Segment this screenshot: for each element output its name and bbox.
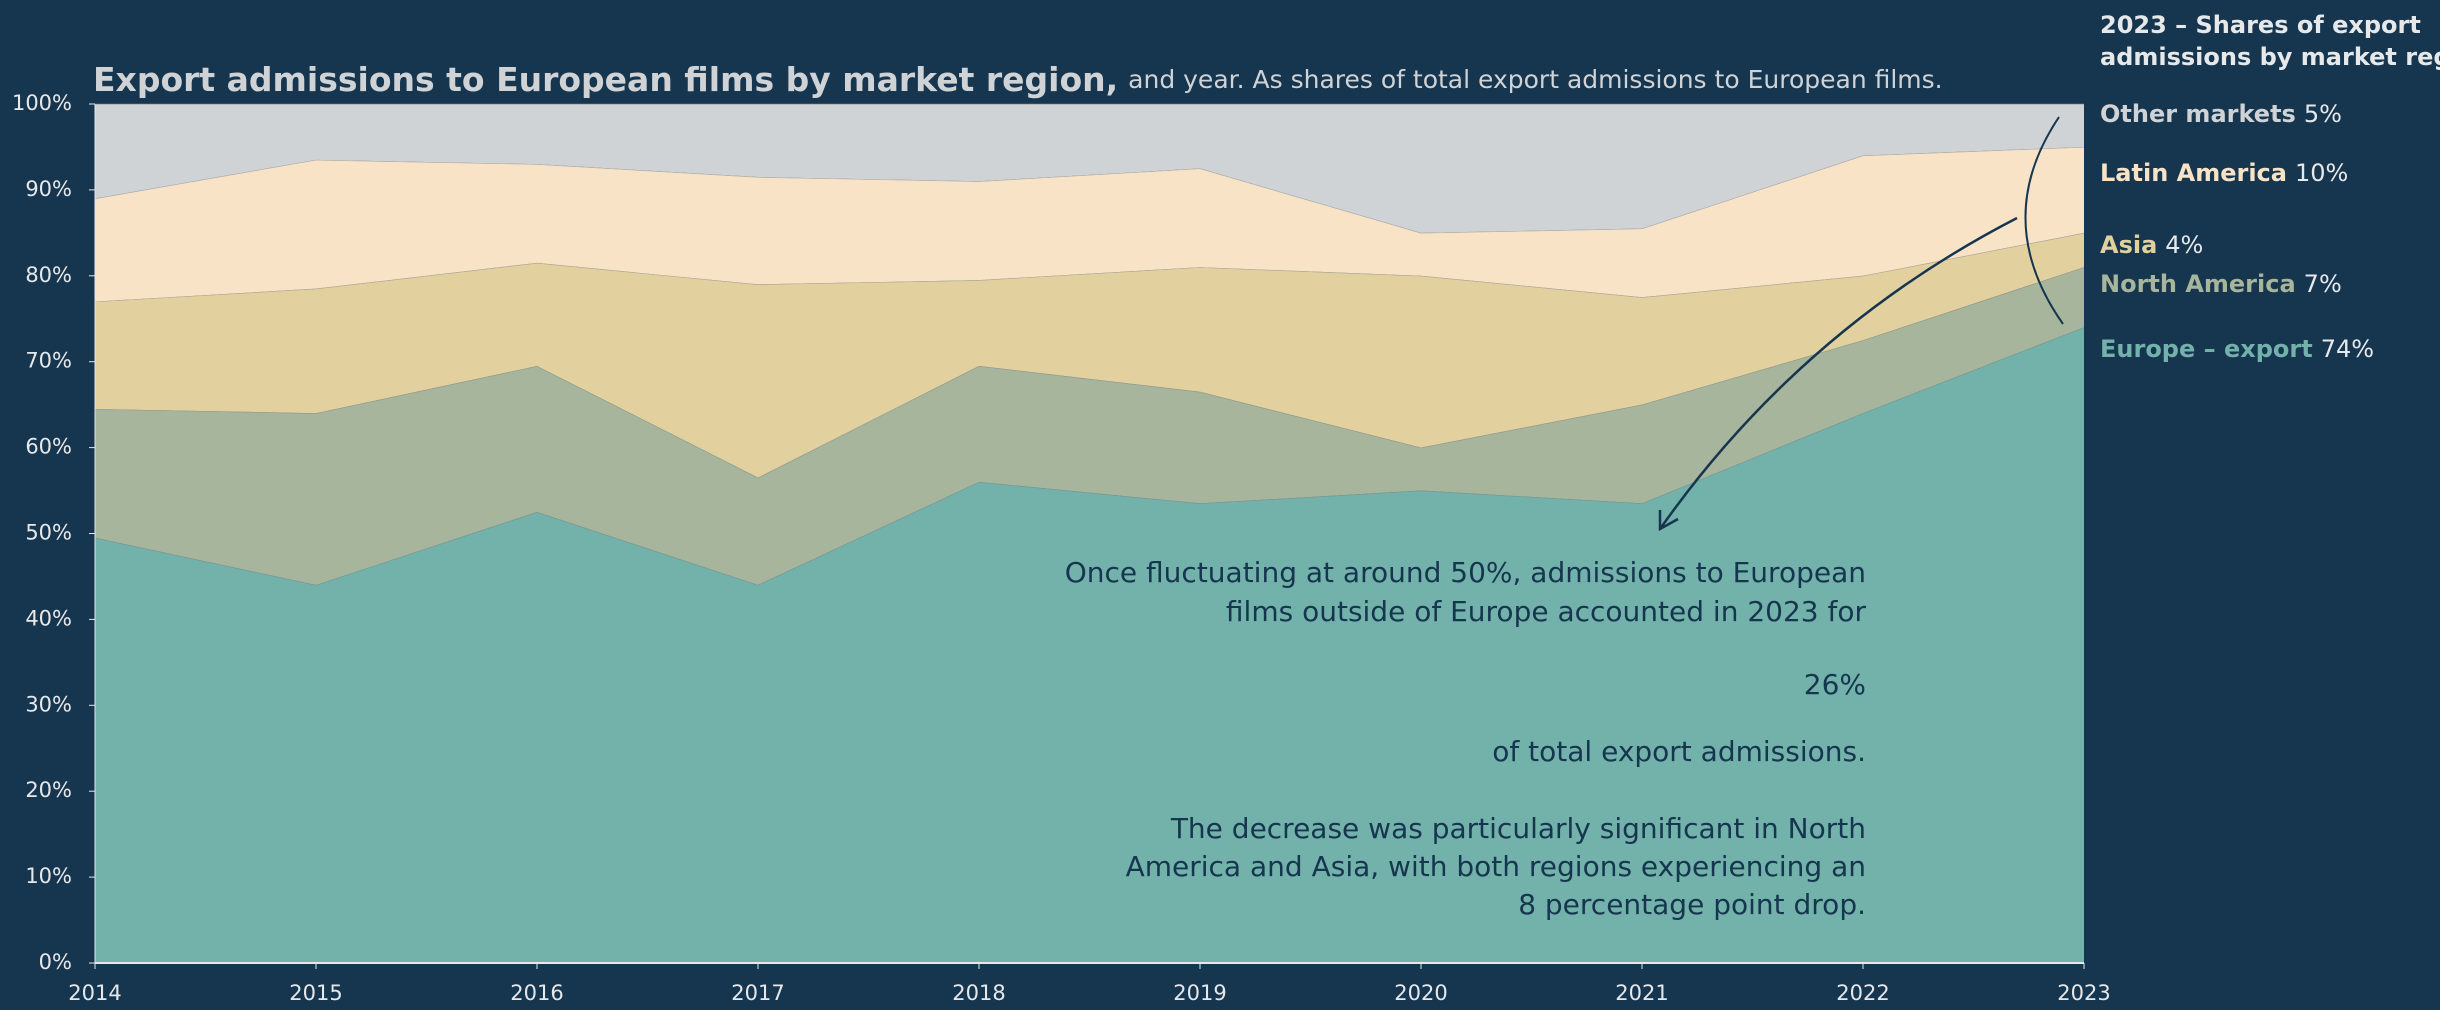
y-tick-label: 30% bbox=[25, 692, 72, 716]
y-tick-label: 10% bbox=[25, 864, 72, 888]
x-tick-label: 2015 bbox=[289, 981, 342, 1005]
area bbox=[95, 146, 2084, 302]
x-tick-label: 2018 bbox=[952, 981, 1005, 1005]
bracket bbox=[2024, 116, 2064, 325]
x-tick-label: 2020 bbox=[1394, 981, 1447, 1005]
legend-label: Latin America bbox=[2100, 159, 2287, 187]
y-tick-label: 40% bbox=[25, 606, 72, 630]
x-tick-label: 2014 bbox=[68, 981, 121, 1005]
legend-label: Other markets bbox=[2100, 100, 2296, 128]
x-tick-label: 2019 bbox=[1173, 981, 1226, 1005]
legend-value: 5% bbox=[2304, 100, 2342, 128]
subtitle: and year. As shares of total export admi… bbox=[1128, 65, 1942, 94]
legend-value: 4% bbox=[2165, 231, 2203, 259]
y-tick-label: 20% bbox=[25, 778, 72, 802]
x-tick-label: 2016 bbox=[510, 981, 563, 1005]
y-tick-label: 0% bbox=[39, 950, 72, 974]
legend-value: 7% bbox=[2304, 270, 2342, 298]
legend-title: 2023 – Shares of export bbox=[2100, 11, 2421, 39]
annotation: Once fluctuating at around 50%, admissio… bbox=[1065, 556, 1866, 589]
legend-entry: Asia 4% bbox=[2100, 231, 2203, 259]
x-tick-label: 2023 bbox=[2057, 981, 2110, 1005]
annotation: films outside of Europe accounted in 202… bbox=[1226, 595, 1867, 628]
annotation-highlight: 26% bbox=[1804, 668, 1866, 701]
annotation: 8 percentage point drop. bbox=[1518, 888, 1866, 921]
area bbox=[95, 104, 2084, 233]
legend-entry: Other markets 5% bbox=[2100, 100, 2342, 128]
annotation: America and Asia, with both regions expe… bbox=[1126, 850, 1866, 883]
annotation: of total export admissions. bbox=[1492, 735, 1866, 768]
y-tick-label: 100% bbox=[12, 91, 72, 115]
legend-entry: Europe – export 74% bbox=[2100, 335, 2374, 363]
legend-entry: Latin America 10% bbox=[2100, 159, 2348, 187]
legend-entry: North America 7% bbox=[2100, 270, 2342, 298]
title: Export admissions to European films by m… bbox=[93, 60, 1118, 99]
legend-label: North America bbox=[2100, 270, 2296, 298]
x-tick-label: 2017 bbox=[731, 981, 784, 1005]
legend-label: Europe – export bbox=[2100, 335, 2313, 363]
plot-area bbox=[94, 103, 2085, 964]
y-tick-label: 80% bbox=[25, 263, 72, 287]
area bbox=[95, 232, 2084, 478]
arrow-head bbox=[1658, 510, 1679, 532]
x-tick-label: 2021 bbox=[1615, 981, 1668, 1005]
legend-label: Asia bbox=[2100, 231, 2157, 259]
y-tick-label: 50% bbox=[25, 521, 72, 545]
annotation: The decrease was particularly significan… bbox=[1170, 812, 1866, 845]
y-tick-label: 70% bbox=[25, 349, 72, 373]
arrow bbox=[1658, 216, 2018, 530]
chart-title: Export admissions to European films by m… bbox=[93, 60, 1943, 99]
area bbox=[95, 327, 2084, 964]
legend-value: 74% bbox=[2321, 335, 2374, 363]
y-tick-label: 90% bbox=[25, 177, 72, 201]
x-tick-label: 2022 bbox=[1836, 981, 1889, 1005]
y-tick-label: 60% bbox=[25, 435, 72, 459]
legend-title: admissions by market region: bbox=[2100, 43, 2440, 71]
legend-value: 10% bbox=[2295, 159, 2348, 187]
area bbox=[95, 267, 2084, 586]
